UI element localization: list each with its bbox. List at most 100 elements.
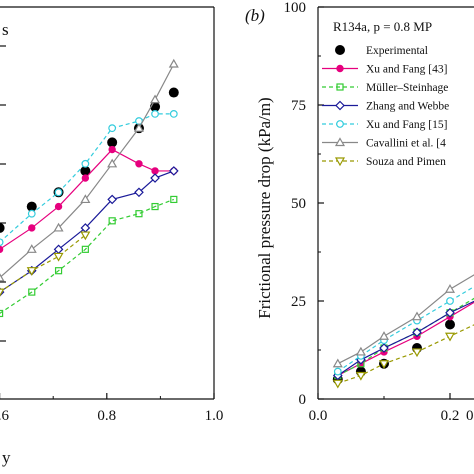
- left-series-line: [0, 63, 175, 279]
- legend-item-souza: Souza and Pimen: [322, 156, 446, 168]
- legend-item-zhang: Zhang and Webbe: [322, 101, 449, 113]
- right-data-point: [378, 331, 390, 340]
- left-data-point: [151, 110, 159, 118]
- left-series-line: [0, 198, 175, 314]
- left-data-point: [26, 267, 37, 276]
- right-data-point: [411, 348, 423, 358]
- legend-title-text: R134a, p = 0.8 MP: [333, 19, 432, 34]
- legend-marker: [335, 100, 345, 111]
- right-data-point: [379, 343, 389, 353]
- right-panel-series: [332, 274, 474, 389]
- left-data-point: [0, 238, 4, 247]
- legend-item-xu15: Xu and Fang [15]: [322, 119, 447, 131]
- right-data-point: [332, 379, 343, 389]
- legend-item-cav: Cavallini et al. [4: [322, 137, 446, 150]
- left-data-point: [0, 273, 5, 282]
- right-data-point: [355, 371, 366, 381]
- left-panel-series: [0, 58, 179, 318]
- right-series-souza: [332, 324, 474, 389]
- left-data-point: [80, 231, 91, 241]
- left-data-point: [108, 124, 117, 133]
- left-data-point: [135, 160, 143, 168]
- left-data-point: [28, 224, 36, 232]
- left-data-point: [108, 217, 116, 225]
- left-x-tick-label: 1.0: [205, 408, 224, 424]
- legend-label: Xu and Fang [43]: [366, 64, 447, 76]
- left-data-point: [54, 267, 63, 275]
- left-panel-partial-legend-text: s: [2, 20, 9, 39]
- right-data-point: [378, 360, 390, 369]
- left-data-point: [150, 94, 161, 104]
- left-data-point: [168, 58, 179, 68]
- left-data-point: [170, 195, 178, 204]
- right-data-point: [446, 297, 454, 305]
- right-y-tick-label: 50: [291, 196, 306, 212]
- right-data-point: [333, 367, 342, 376]
- legend-label: Souza and Pimen: [366, 156, 446, 168]
- legend-marker: [336, 64, 344, 73]
- legend-title: R134a, p = 0.8 MP: [333, 19, 432, 34]
- left-data-point: [168, 87, 179, 98]
- left-data-point: [54, 188, 63, 197]
- left-series-cav: [0, 58, 179, 282]
- left-panel-y-ticks: [0, 45, 6, 342]
- legend-marker: [336, 83, 344, 91]
- legend-item-experimental: Experimental: [335, 45, 428, 57]
- legend-label: Experimental: [366, 45, 428, 57]
- right-data-point: [412, 327, 422, 338]
- right-y-tick-label: 25: [291, 294, 306, 310]
- right-data-point: [444, 332, 456, 342]
- legend-label: Müller–Steinhage: [366, 82, 448, 94]
- left-data-point: [53, 252, 64, 262]
- legend-item-muller: Müller–Steinhage: [322, 82, 448, 94]
- left-data-point: [107, 194, 118, 205]
- right-data-point: [445, 307, 455, 318]
- right-x-tick-label: 0.: [466, 408, 474, 424]
- left-data-point: [151, 202, 159, 211]
- legend-marker: [336, 120, 344, 128]
- right-data-point: [355, 346, 366, 356]
- legend-label: Cavallini et al. [4: [366, 138, 446, 150]
- left-x-tick-label: 0.6: [0, 408, 9, 424]
- right-data-point: [444, 284, 456, 293]
- left-data-point: [150, 173, 160, 183]
- legend-label: Zhang and Webbe: [366, 101, 449, 113]
- left-panel-partial-xlabel: y: [2, 448, 11, 467]
- right-panel-x-ticks: 0.0 0.2 0.: [309, 393, 474, 424]
- right-y-tick-label: 100: [284, 0, 307, 16]
- left-series-experimental: [0, 87, 179, 233]
- left-series-muller: [0, 195, 178, 318]
- left-data-point: [54, 202, 63, 211]
- right-y-tick-label: 0: [299, 392, 307, 408]
- left-data-point: [80, 165, 91, 176]
- left-data-point: [133, 122, 144, 132]
- left-data-point: [108, 145, 116, 154]
- left-data-point: [168, 166, 179, 176]
- left-series-line: [0, 234, 86, 293]
- right-y-tick-label: 75: [291, 98, 306, 114]
- right-data-point: [411, 311, 423, 321]
- left-data-point: [81, 159, 90, 168]
- left-series-xu15: [0, 110, 178, 247]
- right-panel: (b) Frictional pressure drop (kPa/m) 0 25…: [245, 0, 474, 424]
- left-data-point: [80, 194, 91, 204]
- left-data-point: [135, 210, 143, 218]
- right-data-point: [445, 319, 455, 330]
- left-data-point: [107, 158, 118, 168]
- legend: R134a, p = 0.8 MP Experimental Xu and Fan…: [322, 19, 449, 168]
- left-data-point: [0, 288, 5, 297]
- left-x-tick-label: 0.8: [97, 408, 116, 424]
- legend-item-xu43: Xu and Fang [43]: [322, 64, 447, 76]
- right-series-cav: [332, 274, 474, 368]
- legend-label: Xu and Fang [15]: [366, 119, 447, 131]
- right-data-point: [332, 358, 343, 368]
- left-data-point: [134, 187, 144, 198]
- right-x-tick-label: 0.2: [441, 408, 460, 424]
- left-series-souza: [0, 231, 91, 297]
- legend-marker: [335, 45, 345, 55]
- left-data-point: [81, 245, 89, 253]
- left-data-point: [0, 245, 4, 254]
- left-data-point: [169, 110, 178, 118]
- legend-marker: [334, 157, 346, 167]
